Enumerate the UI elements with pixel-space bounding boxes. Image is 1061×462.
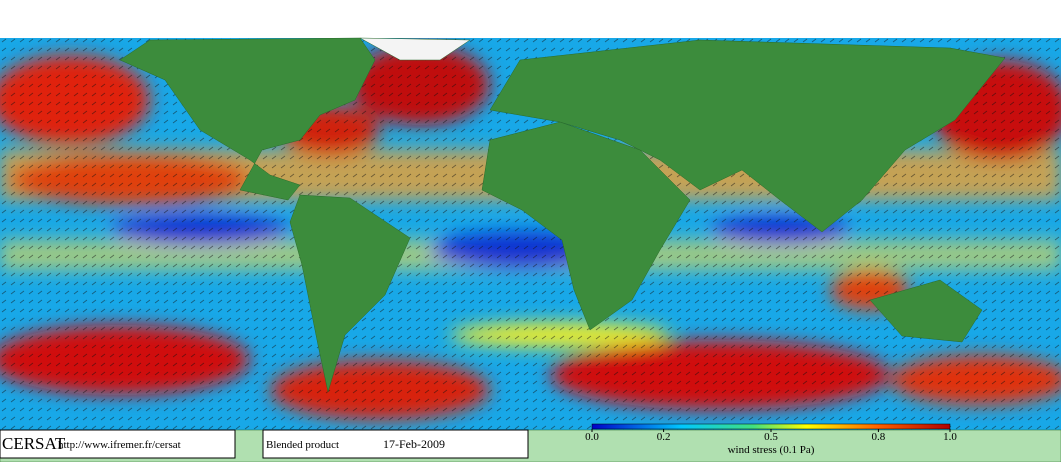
date: 17-Feb-2009 [383,437,445,451]
product: Blended product [266,439,339,451]
colorbar-tick-label: 1.0 [943,431,957,443]
footer: CERSAT http://www.ifremer.fr/cersat Blen… [0,429,529,459]
source-box [0,429,236,459]
colorbar-tick-label: 0.0 [585,431,599,443]
colorbar-tick-label: 0.2 [657,431,671,443]
colorbar-tick-label: 0.5 [764,431,778,443]
colorbar: wind stress (0.1 Pa) 0.0 0.2 0.5 0.8 1.0 [585,423,957,456]
logo: CERSAT [2,434,66,453]
colorbar-label: wind stress (0.1 Pa) [728,444,815,456]
colorbar-strip [591,423,951,430]
url: http://www.ifremer.fr/cersat [58,439,181,451]
product-box [262,429,529,459]
colorbar-tick-label: 0.8 [872,431,886,443]
